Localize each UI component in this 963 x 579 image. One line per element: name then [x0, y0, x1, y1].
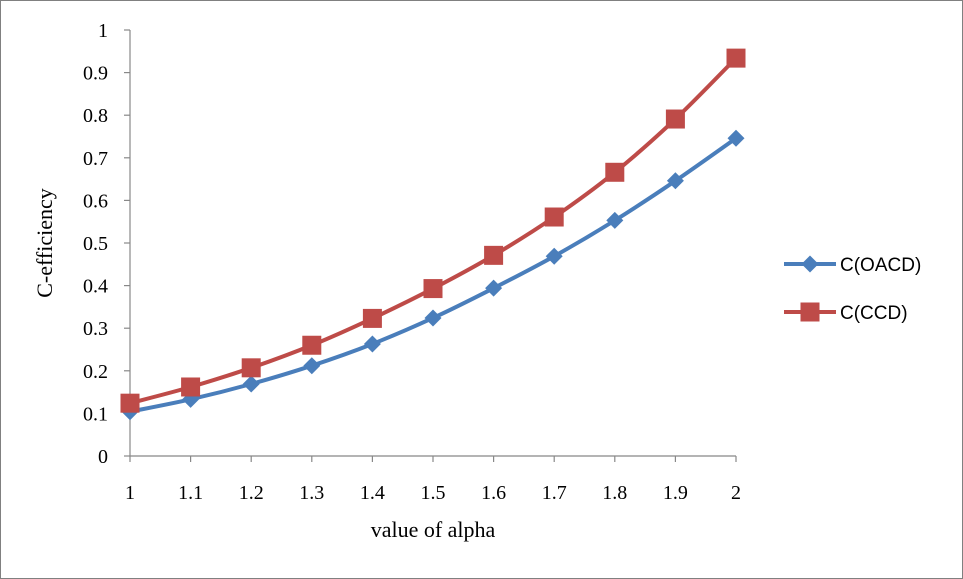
- square-marker-point: [665, 109, 685, 129]
- diamond-marker-point: [545, 247, 563, 265]
- legend-item: C(OACD): [784, 255, 921, 276]
- x-tick-label: 1: [125, 482, 135, 504]
- y-tick-label: 0.5: [83, 233, 108, 255]
- diamond-marker-point: [666, 172, 684, 190]
- x-tick-label: 1.6: [481, 482, 506, 504]
- x-tick-label: 1.4: [360, 482, 385, 504]
- series-line: [129, 56, 738, 406]
- y-tick-label: 0.4: [83, 276, 108, 298]
- x-tick-label: 1.7: [542, 482, 567, 504]
- y-tick-label: 0.9: [83, 63, 108, 85]
- legend-item: C(CCD): [784, 302, 908, 324]
- x-axis-title: value of alpha: [371, 517, 496, 542]
- series-oacd: [121, 129, 745, 421]
- square-marker-point: [726, 48, 746, 68]
- legend-marker: [801, 255, 819, 273]
- y-tick-label: 0.1: [83, 403, 108, 425]
- x-tick-label: 1.3: [299, 482, 324, 504]
- series-ccd: [120, 48, 746, 413]
- legend-label: C(OACD): [840, 255, 921, 276]
- x-ticks: 1 1.1 1.2 1.3 1.4 1.5 1.6 1.7 1.8 1.9 2: [125, 456, 741, 504]
- square-marker-point: [241, 358, 261, 378]
- diamond-marker-point: [424, 309, 442, 327]
- legend-label: C(CCD): [840, 303, 908, 324]
- y-tick-label: 0.6: [83, 190, 108, 212]
- legend: C(OACD) C(CCD): [784, 255, 921, 324]
- y-ticks: 0 0.1 0.2 0.3 0.4 0.5 0.6 0.7 0.8 0.9 1: [83, 20, 130, 468]
- legend-marker: [800, 302, 820, 322]
- y-tick-label: 0.8: [83, 105, 108, 127]
- y-tick-label: 0.2: [83, 361, 108, 383]
- square-marker-point: [362, 308, 382, 328]
- x-tick-label: 1.1: [178, 482, 203, 504]
- square-marker-point: [120, 393, 140, 413]
- series-line: [129, 136, 738, 414]
- y-tick-label: 0: [98, 446, 108, 468]
- x-tick-label: 2: [731, 482, 741, 504]
- x-tick-label: 1.8: [602, 482, 627, 504]
- y-axis-title: C-efficiency: [32, 188, 57, 298]
- x-tick-label: 1.9: [663, 482, 688, 504]
- series-layer: [120, 48, 746, 421]
- y-tick-label: 1: [98, 20, 108, 42]
- diamond-marker-point: [727, 129, 745, 147]
- diamond-marker-point: [242, 375, 260, 393]
- square-marker-point: [302, 335, 322, 355]
- square-marker-point: [181, 377, 201, 397]
- diamond-marker-point: [303, 357, 321, 375]
- y-tick-label: 0.7: [83, 148, 108, 170]
- square-marker-point: [605, 162, 625, 182]
- x-tick-label: 1.2: [239, 482, 264, 504]
- diamond-marker-point: [363, 335, 381, 353]
- diamond-marker-point: [606, 211, 624, 229]
- diamond-marker-point: [485, 279, 503, 297]
- square-marker-point: [484, 245, 504, 265]
- square-marker-point: [423, 279, 443, 299]
- x-tick-label: 1.5: [421, 482, 446, 504]
- y-tick-label: 0.3: [83, 318, 108, 340]
- square-marker-point: [544, 207, 564, 227]
